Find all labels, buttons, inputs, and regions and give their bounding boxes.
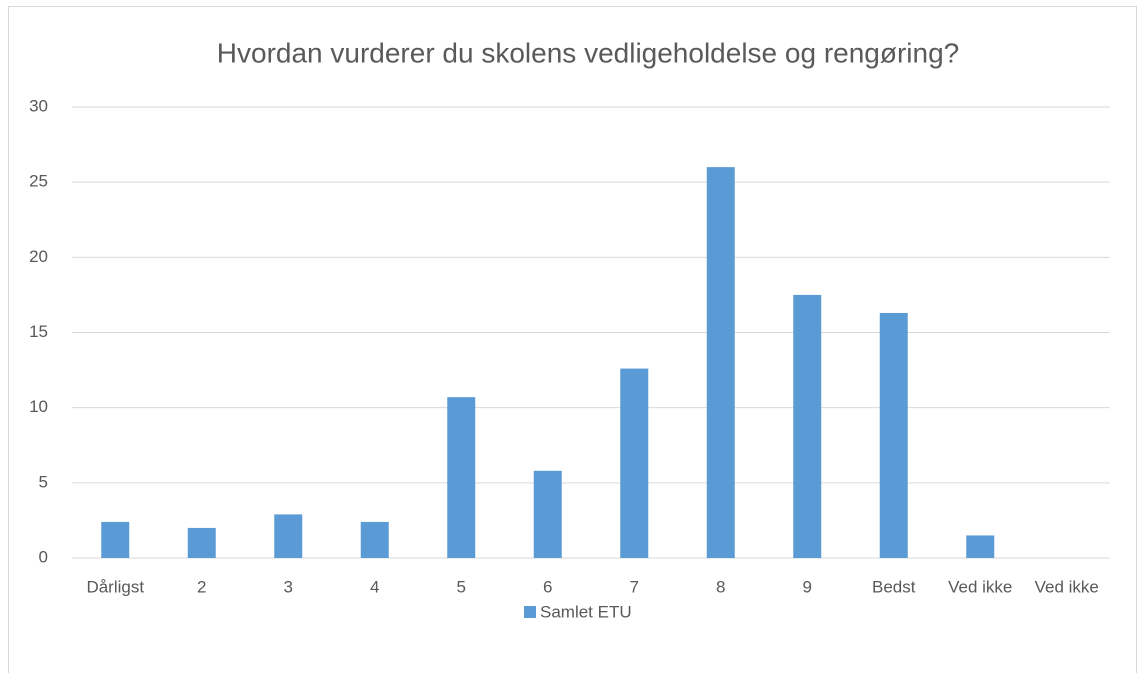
x-tick-label: Ved ikke xyxy=(1035,577,1099,596)
x-tick-label: Dårligst xyxy=(86,577,144,596)
bar xyxy=(533,470,562,558)
y-tick-label: 25 xyxy=(29,172,48,191)
chart-frame xyxy=(8,6,1137,673)
legend-label: Samlet ETU xyxy=(540,602,632,621)
x-tick-label: 5 xyxy=(457,577,466,596)
bar xyxy=(706,167,735,558)
y-tick-label: 30 xyxy=(29,96,48,115)
x-tick-label: 3 xyxy=(284,577,293,596)
bar xyxy=(360,521,389,558)
legend-swatch xyxy=(524,606,536,618)
x-tick-label: 8 xyxy=(716,577,725,596)
bar xyxy=(793,294,822,558)
y-tick-label: 15 xyxy=(29,322,48,341)
x-tick-label: Ved ikke xyxy=(948,577,1012,596)
bar xyxy=(966,535,995,558)
y-tick-label: 20 xyxy=(29,247,48,266)
x-tick-label: 6 xyxy=(543,577,552,596)
bar xyxy=(447,397,476,558)
bar xyxy=(101,521,130,558)
y-tick-label: 5 xyxy=(39,472,48,491)
x-tick-label: 9 xyxy=(803,577,812,596)
bar xyxy=(274,514,303,558)
x-tick-label: 2 xyxy=(197,577,206,596)
x-tick-label: 7 xyxy=(630,577,639,596)
bar xyxy=(187,527,216,558)
y-tick-label: 10 xyxy=(29,397,48,416)
chart-title: Hvordan vurderer du skolens vedligeholde… xyxy=(217,37,959,68)
bar xyxy=(879,312,908,558)
bar xyxy=(620,368,649,558)
x-tick-label: Bedst xyxy=(872,577,916,596)
y-tick-label: 0 xyxy=(39,547,48,566)
x-tick-label: 4 xyxy=(370,577,379,596)
